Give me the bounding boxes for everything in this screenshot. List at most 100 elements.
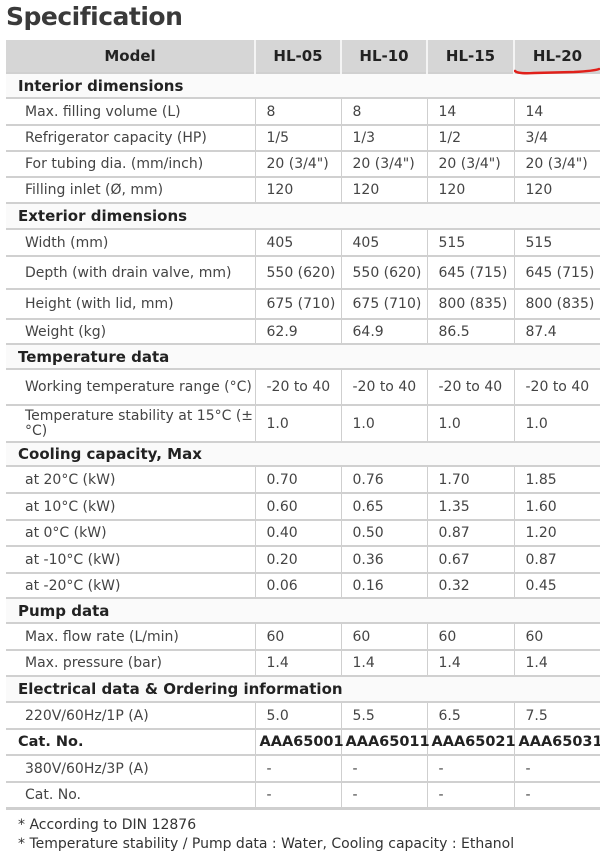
cell-hl-20: -	[513, 754, 600, 783]
cell-hl-05: 675 (710)	[254, 288, 342, 320]
cell-hl-05: 1/5	[254, 124, 342, 152]
cell-hl-10: 0.36	[340, 545, 428, 574]
cell-hl-05: 0.40	[254, 519, 342, 547]
red-underline-annotation	[514, 67, 600, 75]
row-label: Max. flow rate (L/min)	[6, 622, 256, 651]
cell-hl-10: 405	[340, 228, 428, 257]
cell-hl-20: 120	[513, 176, 600, 204]
cell-hl-15: 1/2	[426, 124, 515, 152]
cell-hl-20: 20 (3/4")	[513, 150, 600, 178]
row-label: Cat. No.	[6, 728, 256, 756]
cell-hl-15: 1.4	[426, 649, 515, 677]
cell-hl-20: 1.85	[513, 465, 600, 494]
cell-hl-10: 0.65	[340, 492, 428, 521]
cell-hl-15: 1.70	[426, 465, 515, 494]
cell-hl-05: 5.0	[254, 701, 342, 730]
header-hl-15: HL-15	[426, 40, 514, 73]
table-row: Filling inlet (Ø, mm) 120 120 120 120	[6, 176, 600, 204]
cell-hl-10: 0.50	[340, 519, 428, 547]
cell-hl-15: AAA65021	[426, 728, 516, 756]
cell-hl-15: 14	[426, 97, 515, 126]
cell-hl-20: 1.20	[513, 519, 600, 547]
cell-hl-05: 120	[254, 176, 342, 204]
cell-hl-15: 86.5	[426, 318, 515, 345]
cell-hl-10: -	[340, 754, 428, 783]
cell-hl-20: 14	[513, 97, 600, 126]
cell-hl-10: 0.16	[340, 572, 428, 599]
cell-hl-15: 20 (3/4")	[426, 150, 515, 178]
cell-hl-10: 550 (620)	[340, 255, 428, 290]
cell-hl-20: 1.0	[513, 404, 600, 443]
cell-hl-20: 0.45	[513, 572, 600, 599]
cell-hl-05: AAA65001	[254, 728, 344, 756]
cell-hl-05: 0.70	[254, 465, 342, 494]
section-header: Exterior dimensions	[6, 202, 600, 230]
table-row: at 10°C (kW) 0.60 0.65 1.35 1.60	[6, 492, 600, 521]
table-row: Height (with lid, mm) 675 (710) 675 (710) 8…	[6, 288, 600, 320]
cell-hl-15: 1.35	[426, 492, 515, 521]
table-row: Weight (kg) 62.9 64.9 86.5 87.4	[6, 318, 600, 345]
row-label: at -10°C (kW)	[6, 545, 256, 574]
cell-hl-20: 3/4	[513, 124, 600, 152]
cell-hl-10: -	[340, 781, 428, 810]
table-row: Refrigerator capacity (HP) 1/5 1/3 1/2 3/4	[6, 124, 600, 152]
table-row: 220V/60Hz/1P (A) 5.0 5.5 6.5 7.5	[6, 701, 600, 730]
spec-table: Model HL-05 HL-10 HL-15 HL-20 Interior d…	[6, 40, 600, 810]
header-hl-10: HL-10	[340, 40, 427, 73]
row-label: Cat. No.	[6, 781, 256, 810]
cell-hl-10: 0.76	[340, 465, 428, 494]
cell-hl-05: 1.0	[254, 404, 342, 443]
cell-hl-15: 120	[426, 176, 515, 204]
row-label: at 10°C (kW)	[6, 492, 256, 521]
cell-hl-20: -	[513, 781, 600, 810]
section-title: Pump data	[6, 597, 600, 624]
cell-hl-05: 60	[254, 622, 342, 651]
row-label: at -20°C (kW)	[6, 572, 256, 599]
header-hl-05: HL-05	[254, 40, 341, 73]
cell-hl-05: 62.9	[254, 318, 342, 345]
table-row: 380V/60Hz/3P (A) - - - -	[6, 754, 600, 783]
table-row: Max. pressure (bar) 1.4 1.4 1.4 1.4	[6, 649, 600, 677]
cell-hl-20: -20 to 40	[513, 368, 600, 406]
header-row: Model HL-05 HL-10 HL-15 HL-20	[6, 40, 600, 73]
cell-hl-10: 8	[340, 97, 428, 126]
cell-hl-05: 8	[254, 97, 342, 126]
cell-hl-15: -20 to 40	[426, 368, 515, 406]
cell-hl-05: -	[254, 781, 342, 810]
row-label: at 0°C (kW)	[6, 519, 256, 547]
footnote-1: * According to DIN 12876	[18, 817, 197, 833]
cell-hl-20: 515	[513, 228, 600, 257]
cell-hl-15: -	[426, 781, 515, 810]
section-title: Temperature data	[6, 343, 600, 370]
cell-hl-10: 5.5	[340, 701, 428, 730]
section-header: Cooling capacity, Max	[6, 441, 600, 467]
section-title: Cooling capacity, Max	[6, 441, 600, 467]
cell-hl-05: 20 (3/4")	[254, 150, 342, 178]
row-label: Weight (kg)	[6, 318, 256, 345]
cell-hl-05: 0.20	[254, 545, 342, 574]
cell-hl-10: AAA65011	[340, 728, 430, 756]
cell-hl-20: 87.4	[513, 318, 600, 345]
section-header: Pump data	[6, 597, 600, 624]
footnote-2: * Temperature stability / Pump data : Wa…	[18, 836, 515, 852]
table-row: For tubing dia. (mm/inch) 20 (3/4") 20 (3/…	[6, 150, 600, 178]
table-row: Max. flow rate (L/min) 60 60 60 60	[6, 622, 600, 651]
header-model: Model	[6, 40, 255, 73]
table-row: Temperature stability at 15°C (±°C) 1.0 1.…	[6, 404, 600, 443]
section-header: Interior dimensions	[6, 72, 600, 99]
section-title: Interior dimensions	[6, 72, 600, 99]
cell-hl-15: 515	[426, 228, 515, 257]
cell-hl-05: 0.60	[254, 492, 342, 521]
table-row: at 0°C (kW) 0.40 0.50 0.87 1.20	[6, 519, 600, 547]
row-label: 220V/60Hz/1P (A)	[6, 701, 256, 730]
cell-hl-05: -	[254, 754, 342, 783]
table-row: Depth (with drain valve, mm) 550 (620) 550…	[6, 255, 600, 290]
table-row: at -10°C (kW) 0.20 0.36 0.67 0.87	[6, 545, 600, 574]
header-hl-20: HL-20	[513, 40, 600, 73]
cell-hl-05: 550 (620)	[254, 255, 342, 290]
section-header: Temperature data	[6, 343, 600, 370]
row-label: Height (with lid, mm)	[6, 288, 256, 320]
row-label: Working temperature range (°C)	[6, 368, 256, 406]
row-label: Refrigerator capacity (HP)	[6, 124, 256, 152]
cell-hl-05: 0.06	[254, 572, 342, 599]
